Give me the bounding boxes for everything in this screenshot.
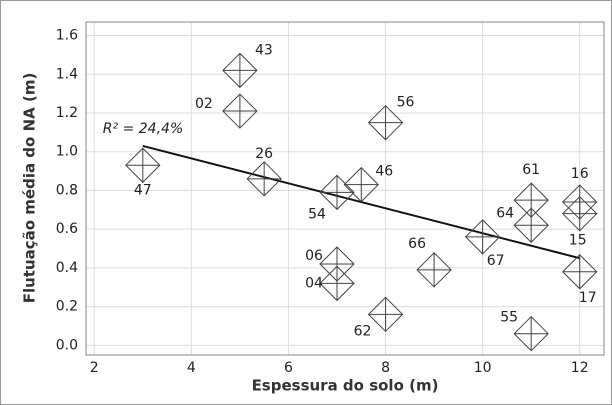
point-label: 64: [496, 205, 514, 221]
point-label: 66: [408, 236, 426, 252]
x-tick-label: 2: [90, 360, 99, 376]
point-label: 06: [305, 248, 323, 264]
point-label: 67: [487, 253, 505, 269]
y-tick-label: 0.8: [56, 182, 78, 198]
y-tick-label: 1.4: [56, 66, 78, 82]
point: [319, 265, 355, 302]
point-label: 46: [375, 164, 393, 180]
y-tick-label: 0.4: [56, 260, 78, 276]
point: [222, 93, 258, 129]
x-tick-label: 12: [571, 360, 589, 376]
x-tick-label: 10: [474, 360, 492, 376]
point-label: 26: [255, 146, 273, 162]
point-label: 16: [571, 166, 589, 182]
point: [562, 195, 598, 232]
point-label: 43: [255, 42, 273, 58]
point: [343, 166, 379, 203]
point: [513, 315, 549, 352]
point-label: 02: [195, 96, 213, 112]
point: [464, 219, 501, 255]
y-tick-label: 0.0: [56, 337, 78, 353]
point: [125, 147, 161, 183]
point: [367, 296, 404, 333]
point-label: 61: [522, 162, 540, 178]
point-label: 56: [397, 95, 415, 111]
point-label: 62: [354, 323, 372, 339]
point: [513, 207, 549, 243]
point: [246, 161, 282, 197]
plot-area: [85, 21, 605, 356]
y-tick-label: 0.2: [56, 299, 78, 315]
point: [367, 104, 404, 141]
x-tick-label: 8: [381, 360, 390, 376]
point-label: 55: [500, 310, 518, 326]
point-label: 47: [134, 182, 152, 198]
point: [562, 254, 598, 290]
x-axis-title: Espessura do solo (m): [252, 377, 439, 395]
annotation: R² = 24,4%: [103, 121, 183, 137]
point-label: 54: [308, 206, 326, 222]
y-axis-title: Flutuação média do NA (m): [21, 73, 39, 304]
x-tick-label: 6: [284, 360, 293, 376]
y-tick-label: 1.2: [56, 105, 78, 121]
point: [319, 174, 355, 211]
point-label: 15: [569, 233, 587, 249]
point-label: 17: [579, 290, 597, 306]
y-tick-label: 0.6: [56, 221, 78, 237]
x-tick-label: 4: [187, 360, 196, 376]
y-tick-label: 1.0: [56, 144, 78, 160]
y-tick-label: 1.6: [56, 28, 78, 44]
point-label: 04: [305, 275, 323, 291]
point: [416, 252, 452, 288]
point: [222, 52, 258, 89]
